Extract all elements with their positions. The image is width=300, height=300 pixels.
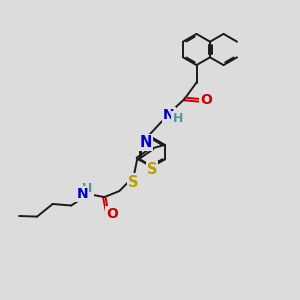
Text: S: S (147, 162, 157, 177)
Text: H: H (82, 182, 93, 195)
Text: O: O (200, 94, 212, 107)
Text: N: N (140, 135, 152, 150)
Text: H: H (172, 112, 183, 125)
Text: N: N (76, 187, 88, 201)
Text: O: O (106, 207, 118, 221)
Text: S: S (128, 175, 139, 190)
Text: N: N (163, 108, 174, 122)
